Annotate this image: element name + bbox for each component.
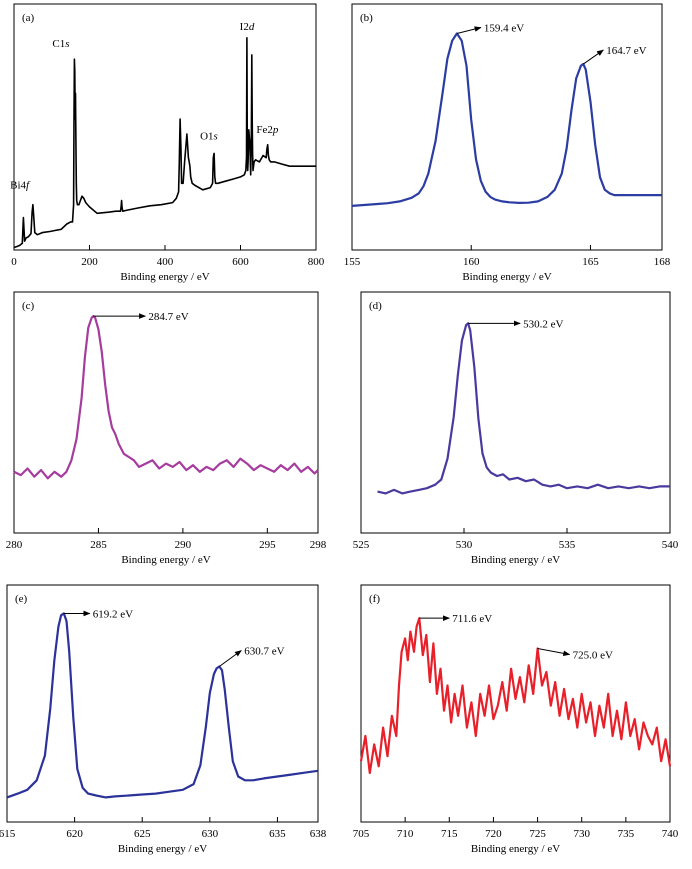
annotation-arrow: [456, 26, 482, 35]
plot-frame: [351, 3, 663, 251]
x-tick-label: 525: [353, 539, 370, 551]
plot-frame: [6, 584, 319, 823]
chart-panel-d: (d) 525 530 535 540 Binding energy / eV 530.2 …: [353, 291, 679, 566]
x-tick-label: 535: [559, 539, 576, 551]
annotation-arrow: [537, 647, 571, 657]
peak-annotation: 630.7 eV: [244, 646, 284, 658]
series-line: [13, 36, 316, 249]
peak-annotation: 619.2 eV: [93, 608, 133, 620]
panel-label: (d): [369, 300, 382, 312]
x-tick-label: 280: [6, 539, 23, 551]
x-tick-label: 800: [308, 256, 325, 268]
x-tick-label: 165: [582, 256, 599, 268]
panel-label: (c): [22, 300, 35, 312]
peak-annotation: 159.4 eV: [484, 23, 524, 35]
x-tick-label: 735: [618, 828, 635, 840]
x-tick-label: 290: [175, 539, 192, 551]
panel-label: (f): [369, 593, 380, 605]
panel-label: (e): [15, 593, 28, 605]
plot-frame: [360, 584, 671, 823]
plot-frame: [13, 291, 319, 534]
x-tick-label: 600: [232, 256, 249, 268]
annotation-arrow: [218, 650, 242, 667]
x-axis-label: Binding energy / eV: [120, 271, 209, 283]
peak-annotation: O1s: [200, 130, 218, 142]
series-line: [351, 32, 662, 207]
peak-annotation: 725.0 eV: [573, 649, 613, 661]
x-tick-label: 298: [310, 539, 327, 551]
peak-annotation: 711.6 eV: [452, 613, 492, 625]
x-tick-label: 615: [0, 828, 16, 840]
x-tick-label: 400: [157, 256, 174, 268]
x-axis-label: Binding energy / eV: [462, 271, 551, 283]
x-tick-label: 630: [202, 828, 219, 840]
x-tick-label: 0: [11, 256, 17, 268]
x-tick-label: 725: [529, 828, 546, 840]
x-axis-label: Binding energy / eV: [121, 554, 210, 566]
panel-label: (b): [360, 12, 373, 24]
plot-frame: [360, 291, 671, 534]
x-tick-label: 638: [310, 828, 327, 840]
x-tick-label: 720: [485, 828, 502, 840]
x-tick-label: 160: [463, 256, 480, 268]
x-tick-label: 295: [259, 539, 276, 551]
x-tick-label: 740: [662, 828, 679, 840]
chart-panel-b: (b) 155 160 165 168 Binding energy / eV 159.4 …: [344, 3, 671, 283]
x-tick-label: 620: [66, 828, 83, 840]
x-tick-label: 530: [456, 539, 473, 551]
chart-panel-f: (f) 705 710 715 720 725 730 735 740 Binding energ…: [353, 584, 679, 855]
x-tick-label: 710: [397, 828, 414, 840]
x-tick-label: 625: [134, 828, 151, 840]
series-line: [377, 322, 670, 495]
series-line: [13, 315, 319, 480]
peak-annotation: 530.2 eV: [523, 318, 563, 330]
peak-annotation: Fe2p: [256, 124, 279, 136]
peak-annotation: 164.7 eV: [606, 45, 646, 57]
chart-panel-c: (c) 280 285 290 295 298 Binding energy / eV 284…: [6, 291, 327, 566]
x-tick-label: 715: [441, 828, 458, 840]
chart-panel-a: (a) 0 200 400 600 800 Binding energy / eV Bi4f C…: [10, 3, 325, 283]
x-axis-label: Binding energy / eV: [471, 554, 560, 566]
panel-label: (a): [22, 12, 35, 24]
x-tick-label: 730: [573, 828, 590, 840]
x-tick-label: 705: [353, 828, 370, 840]
peak-annotation: I2d: [240, 21, 255, 33]
peak-annotation: C1s: [52, 38, 69, 50]
peak-annotation: 284.7 eV: [148, 311, 188, 323]
series-line: [359, 617, 672, 775]
x-axis-label: Binding energy / eV: [471, 843, 560, 855]
x-tick-label: 200: [81, 256, 98, 268]
x-tick-label: 540: [662, 539, 679, 551]
peak-annotation: Bi4f: [10, 180, 31, 192]
x-tick-label: 168: [654, 256, 671, 268]
annotation-arrow: [583, 49, 604, 65]
x-tick-label: 155: [344, 256, 361, 268]
x-tick-label: 285: [90, 539, 107, 551]
x-tick-label: 635: [269, 828, 286, 840]
x-axis-label: Binding energy / eV: [118, 843, 207, 855]
chart-panel-e: (e) 615 620 625 630 635 638 Binding energy / eV…: [0, 584, 327, 855]
series-line: [6, 612, 319, 799]
